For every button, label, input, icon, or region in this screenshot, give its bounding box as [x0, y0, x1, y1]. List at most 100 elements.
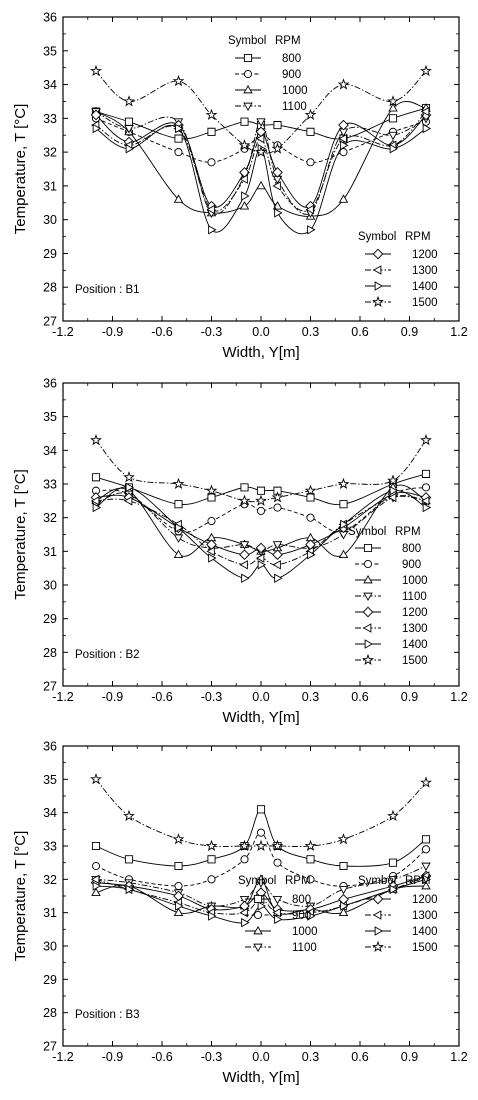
legend-marker-1300 [372, 265, 382, 275]
data-point-1300 [239, 560, 248, 570]
data-point-1400 [389, 884, 399, 895]
legend-label-900: 900 [292, 910, 311, 922]
legend-marker-1300 [362, 623, 372, 633]
data-point-1400 [307, 549, 316, 560]
data-point-800 [388, 858, 398, 867]
data-point-1500 [387, 809, 399, 822]
data-point-1400 [274, 914, 283, 925]
data-point-1500 [255, 494, 267, 506]
legend-2: Symbol RPM 1200 1300 1400 1500 [358, 231, 438, 309]
data-point-1500 [337, 477, 350, 490]
y-tick-label: 31 [43, 545, 57, 559]
series-900 [91, 828, 431, 891]
legend-label-1000: 1000 [292, 926, 318, 938]
series-line-1400 [95, 125, 427, 235]
legend-header-symbol: Symbol [228, 35, 266, 47]
y-tick-label: 31 [43, 179, 57, 193]
data-point-800 [339, 500, 348, 509]
data-point-800 [306, 855, 315, 864]
data-point-1500 [90, 773, 102, 785]
data-point-1500 [304, 484, 317, 496]
legend-label-900: 900 [402, 559, 421, 571]
data-point-1500 [271, 142, 284, 154]
legend-label-800: 800 [402, 543, 421, 555]
legend-label-1300: 1300 [412, 265, 438, 277]
data-point-900 [421, 483, 431, 492]
series-line-800 [95, 808, 427, 867]
data-point-1500 [123, 471, 135, 483]
x-tick-label: 0.9 [401, 690, 418, 704]
legend-marker-1200 [372, 248, 384, 260]
data-point-1500 [90, 64, 102, 77]
data-point-1500 [255, 145, 267, 158]
data-point-800 [124, 117, 134, 126]
x-axis-title: Width, Y[m] [222, 709, 299, 726]
y-tick-label: 29 [43, 247, 57, 261]
data-point-1000 [256, 180, 266, 190]
y-tick-label: 35 [43, 773, 57, 787]
y-tick-label: 27 [43, 1040, 57, 1054]
legend-marker-800 [363, 543, 373, 553]
legend-marker-1400 [364, 639, 374, 649]
x-tick-label: 0.0 [252, 1050, 269, 1064]
y-tick-label: 30 [43, 213, 57, 227]
data-point-1500 [420, 776, 432, 788]
data-point-1400 [307, 911, 316, 921]
data-point-800 [388, 114, 398, 123]
data-point-1100 [173, 534, 184, 543]
data-point-1400 [422, 123, 432, 134]
x-tick-label: 1.2 [450, 690, 467, 704]
legend-marker-1100 [243, 102, 253, 112]
x-tick-label: -0.6 [151, 325, 173, 339]
data-point-1500 [123, 809, 135, 822]
data-point-1400 [208, 911, 217, 921]
data-point-1300 [420, 106, 430, 117]
x-tick-label: 0.3 [302, 1050, 319, 1064]
data-point-800 [421, 835, 431, 844]
data-point-1300 [255, 133, 265, 144]
data-point-900 [256, 828, 266, 837]
data-point-1500 [337, 833, 350, 845]
position-annotation: Position : B1 [75, 284, 140, 296]
series-800 [91, 805, 431, 871]
legend-marker-1100 [253, 943, 263, 953]
data-point-900 [240, 855, 249, 864]
data-point-1500 [238, 839, 251, 852]
data-point-1300 [90, 874, 100, 885]
y-tick-label: 33 [43, 478, 57, 492]
plot-frame [62, 16, 460, 322]
data-point-900 [256, 506, 266, 515]
data-point-1300 [272, 181, 281, 191]
data-point-1100 [239, 541, 250, 550]
data-point-900 [174, 881, 183, 891]
data-point-1000 [173, 194, 184, 203]
x-axis-title: Width, Y[m] [222, 1069, 299, 1086]
series-1400 [92, 482, 432, 583]
legend-label-1200: 1200 [402, 607, 428, 619]
data-point-1300 [90, 496, 100, 506]
data-point-1500 [271, 839, 284, 852]
data-point-1400 [92, 123, 102, 134]
legend-marker-1500 [372, 940, 384, 953]
data-point-800 [124, 855, 134, 864]
legend-label-1400: 1400 [412, 926, 438, 938]
legend-header-rpm: RPM [405, 875, 431, 887]
data-point-1100 [239, 896, 250, 905]
data-point-1000 [421, 880, 431, 890]
data-point-1500 [337, 78, 350, 90]
y-axis-title: Temperature, T [°C] [12, 831, 29, 962]
data-point-1400 [422, 502, 432, 513]
legend-label-1500: 1500 [402, 655, 428, 667]
data-point-900 [273, 503, 282, 512]
legend-marker-800 [243, 53, 253, 63]
data-point-1000 [239, 201, 250, 210]
data-point-1100 [338, 886, 349, 895]
y-tick-label: 28 [43, 1006, 57, 1020]
data-point-1400 [257, 901, 267, 911]
data-point-800 [421, 469, 431, 478]
y-tick-label: 36 [43, 740, 57, 754]
series-line-900 [95, 486, 427, 533]
data-point-1500 [90, 434, 102, 446]
x-tick-label: 0.9 [401, 1050, 418, 1064]
y-tick-label: 28 [43, 646, 57, 660]
